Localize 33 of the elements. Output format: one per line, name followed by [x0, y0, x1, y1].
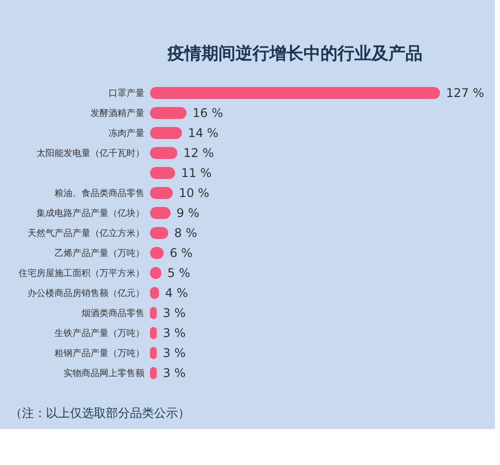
data-label: 12 %	[183, 146, 214, 160]
data-label: 8 %	[174, 226, 198, 240]
data-label: 11 %	[181, 166, 212, 180]
data-label: 3 %	[162, 326, 186, 340]
data-label: 127 %	[446, 86, 484, 100]
y-tick-label: 天然气产品产量（亿立方米）	[28, 228, 144, 239]
data-label: 4 %	[165, 286, 188, 300]
y-tick-label: 太阳能发电量（亿千瓦时）	[36, 148, 144, 159]
data-label: 9 %	[176, 206, 200, 220]
data-label: 16 %	[192, 106, 224, 120]
y-tick-label: 实物商品网上零售额	[64, 368, 144, 379]
y-tick-label: 粮油、食品类商品零售	[54, 188, 144, 199]
y-tick-label: 乙烯产品产量（万吨）	[54, 248, 144, 259]
y-tick-label: 住宅房屋施工面积（万平方米）	[18, 268, 144, 279]
y-tick-label: 粗钢产品产量（万吨）	[54, 348, 144, 359]
bar	[150, 87, 440, 99]
data-label: 3 %	[162, 306, 186, 320]
data-label: 5 %	[167, 266, 190, 280]
data-label: 14 %	[188, 126, 218, 140]
data-label: 3 %	[162, 366, 186, 380]
data-label: 10 %	[178, 186, 210, 200]
y-tick-label: 生铁产品产量（万吨）	[54, 328, 144, 339]
bar	[150, 107, 187, 119]
data-label: 6 %	[170, 246, 193, 260]
y-tick-label: 口罩产量	[108, 88, 144, 99]
y-tick-label: 冻肉产量	[108, 128, 144, 139]
chart-title: 疫情期间逆行增长中的行业及产品	[166, 44, 422, 64]
y-tick-label: 办公楼商品房销售额（亿元）	[28, 288, 144, 299]
y-tick-label: 烟酒类商品零售	[82, 308, 144, 319]
y-tick-label: 发酵酒精产量	[90, 108, 144, 119]
data-label: 3 %	[162, 346, 186, 360]
text: （注：以上仅选取部分品类公示）	[10, 406, 190, 420]
y-tick-label: 集成电路产品产量（亿块）	[36, 208, 144, 219]
